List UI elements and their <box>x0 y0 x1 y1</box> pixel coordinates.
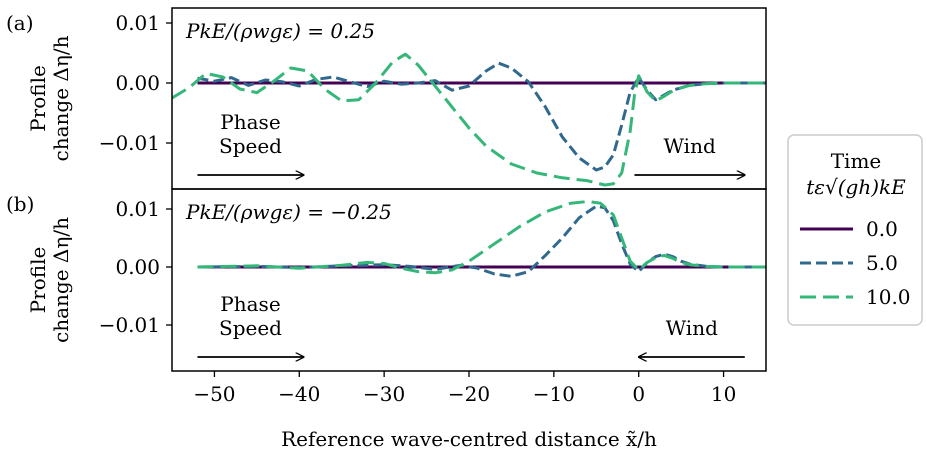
arrow-label: Wind <box>663 134 715 158</box>
legend-entry-label: 10.0 <box>866 285 911 309</box>
y-tick-label: 0.00 <box>115 71 160 95</box>
x-tick-label: −40 <box>278 382 320 406</box>
series-line-t10-0 <box>172 52 766 187</box>
x-tick-label: −10 <box>533 382 575 406</box>
legend-title-line2: tε√(gh)kE <box>806 175 906 199</box>
panel-annotation: PkE/(ρwgε) = 0.25 <box>185 19 375 43</box>
y-axis-label-line2: change Δη/h <box>49 35 73 161</box>
y-axis-label-line1: Profile <box>26 65 50 132</box>
panel-label: (b) <box>6 192 34 216</box>
arrow-label-line2: Speed <box>219 134 282 158</box>
panel-b: 0.01 0.00 −0.01 (b) Profile change Δη/h PkE/(ρ… <box>6 188 767 372</box>
legend-box <box>787 134 923 326</box>
arrow-label: Wind <box>666 316 718 340</box>
y-tick-label: 0.01 <box>115 11 160 35</box>
y-tick-label: −0.01 <box>99 313 160 337</box>
y-axis-label-line2: change Δη/h <box>49 217 73 343</box>
panel-label: (a) <box>6 11 34 35</box>
arrow-label-line1: Phase <box>220 110 280 134</box>
x-axis-label: Reference wave-centred distance x̃/h <box>281 427 657 451</box>
legend-entry-label: 0.0 <box>866 217 898 241</box>
legend-title-line1: Time <box>831 149 882 173</box>
panel-annotation: PkE/(ρwgε) = −0.25 <box>185 200 392 224</box>
x-axis: −50 −40 −30 −20 −10 0 10 Reference wave-centred… <box>193 371 736 451</box>
x-tick-label: −50 <box>193 382 235 406</box>
y-tick-label: −0.01 <box>99 131 160 155</box>
arrow-label-line1: Phase <box>220 292 280 316</box>
y-tick-label: 0.00 <box>115 255 160 279</box>
x-tick-label: 0 <box>632 382 645 406</box>
legend-entry-label: 5.0 <box>866 251 898 275</box>
x-tick-label: −30 <box>363 382 405 406</box>
series-line-t10-0 <box>197 200 766 275</box>
y-tick-label: 0.01 <box>115 197 160 221</box>
y-axis-label-line1: Profile <box>26 247 50 314</box>
x-tick-label: −20 <box>448 382 490 406</box>
panel-a: 0.01 0.00 −0.01 (a) Profile change Δη/h PkE/(ρ… <box>6 7 767 190</box>
arrow-label-line2: Speed <box>219 316 282 340</box>
x-tick-label: 10 <box>711 382 736 406</box>
